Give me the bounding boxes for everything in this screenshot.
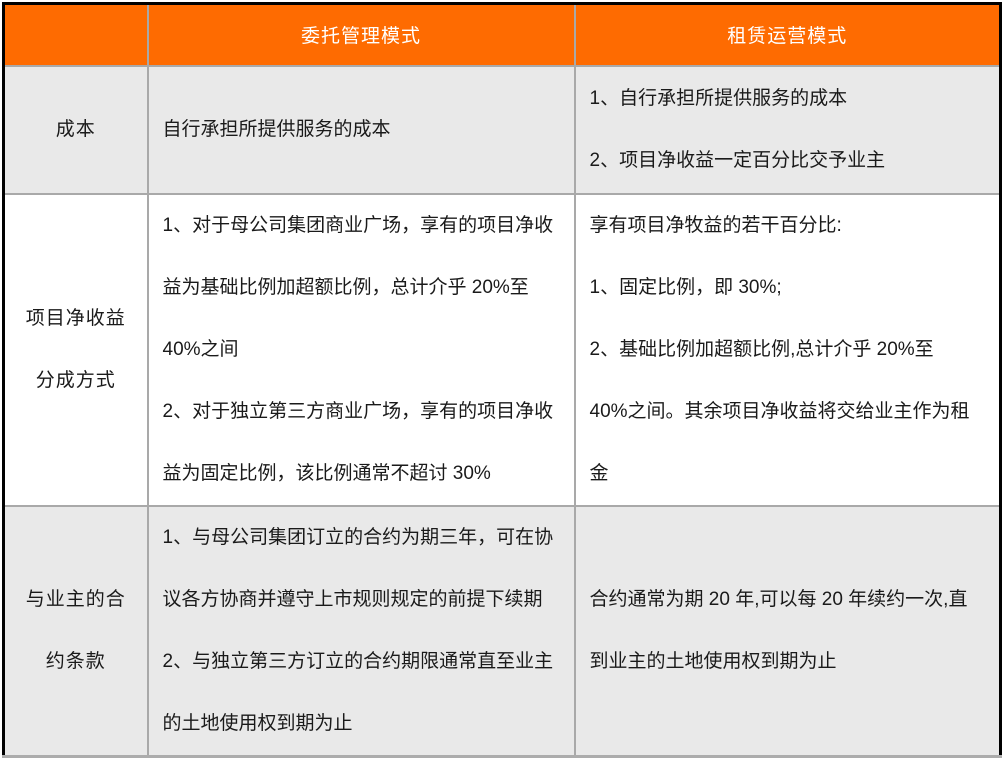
comparison-table: 委托管理模式 租赁运营模式 成本 自行承担所提供服务的成本 1、自行承担所提供服… bbox=[2, 2, 1002, 758]
cell-cost-entrusted: 自行承担所提供服务的成本 bbox=[146, 64, 576, 195]
text-line: 与业主的合 bbox=[25, 588, 126, 610]
text-line: 1、对于母公司集团商业广场，享有的项目净收 bbox=[162, 214, 554, 236]
text-line: 2、项目净收益一定百分比交予业主 bbox=[589, 149, 886, 171]
header-cell-lease-operation: 租赁运营模式 bbox=[573, 2, 1002, 67]
text-line: 益为固定比例，该比例通常不超讨 30% bbox=[162, 462, 491, 484]
text-line: 享有项目净牧益的若干百分比: bbox=[589, 214, 842, 236]
text-line: 1、与母公司集团订立的合约为期三年，可在协 bbox=[162, 526, 554, 548]
text-line: 2、对于独立第三方商业广场，享有的项目净收 bbox=[162, 400, 554, 422]
table-row-net-income-split: 项目净收益分成方式 1、对于母公司集团商业广场，享有的项目净收 益为基础比例加超额… bbox=[2, 192, 1002, 507]
row-label-cost: 成本 bbox=[2, 64, 149, 195]
text-line: 1、自行承担所提供服务的成本 bbox=[589, 87, 848, 109]
text-line: 项目净收益 bbox=[25, 307, 126, 329]
text-line: 合约通常为期 20 年,可以每 20 年续约一次,直 bbox=[589, 588, 968, 610]
text-line: 2、基础比例加超额比例,总计介乎 20%至 bbox=[589, 338, 934, 360]
text-line: 分成方式 bbox=[35, 369, 116, 391]
text-line: 40%之间 bbox=[162, 338, 239, 360]
row-label-net-income-split: 项目净收益 分成方式 bbox=[2, 192, 149, 507]
text-line: 益为基础比例加超额比例，总计介乎 20%至 bbox=[162, 276, 529, 298]
cell-net-income-split-lease: 享有项目净牧益的若干百分比: 1、固定比例，即 30%; 2、基础比例加超额比例,总… bbox=[573, 192, 1002, 507]
text-line: 议各方协商并遵守上市规则规定的前提下续期 bbox=[162, 588, 543, 610]
text-line: 40%之间。其余项目净收益将交给业主作为租 bbox=[589, 400, 970, 422]
row-label-owner-contract-terms: 与业主的合 约条款 bbox=[2, 504, 149, 758]
text-line: 的土地使用权到期为止 bbox=[162, 712, 353, 734]
cell-cost-lease: 1、自行承担所提供服务的成本 2、项目净收益一定百分比交予业主 bbox=[573, 64, 1002, 195]
header-cell-entrusted-management: 委托管理模式 bbox=[146, 2, 576, 67]
text-line: 成本 bbox=[55, 118, 96, 140]
header-corner-cell bbox=[2, 2, 149, 67]
text-line: 2、与独立第三方订立的合约期限通常直至业主 bbox=[162, 650, 554, 672]
text-line: 1、固定比例，即 30%; bbox=[589, 276, 782, 298]
cell-net-income-split-entrusted: 1、对于母公司集团商业广场，享有的项目净收 益为基础比例加超额比例，总计介乎 20… bbox=[146, 192, 576, 507]
cell-owner-contract-terms-entrusted: 1、与母公司集团订立的合约为期三年，可在协 议各方协商并遵守上市规则规定的前提下续… bbox=[146, 504, 576, 758]
text-line: 金 bbox=[589, 462, 609, 484]
text-line: 约条款 bbox=[45, 650, 106, 672]
text-line: 自行承担所提供服务的成本 bbox=[162, 118, 391, 140]
text-line: 到业主的土地使用权到期为止 bbox=[589, 650, 837, 672]
header-row: 委托管理模式 租赁运营模式 bbox=[2, 2, 1002, 67]
table-row-cost: 成本 自行承担所提供服务的成本 1、自行承担所提供服务的成本 2、项目净收益一定百… bbox=[2, 64, 1002, 195]
cell-owner-contract-terms-lease: 合约通常为期 20 年,可以每 20 年续约一次,直 到业主的土地使用权到期为止 bbox=[573, 504, 1002, 758]
table-row-owner-contract-terms: 与业主的合约条款 1、与母公司集团订立的合约为期三年，可在协 议各方协商并遵守上市… bbox=[2, 504, 1002, 758]
